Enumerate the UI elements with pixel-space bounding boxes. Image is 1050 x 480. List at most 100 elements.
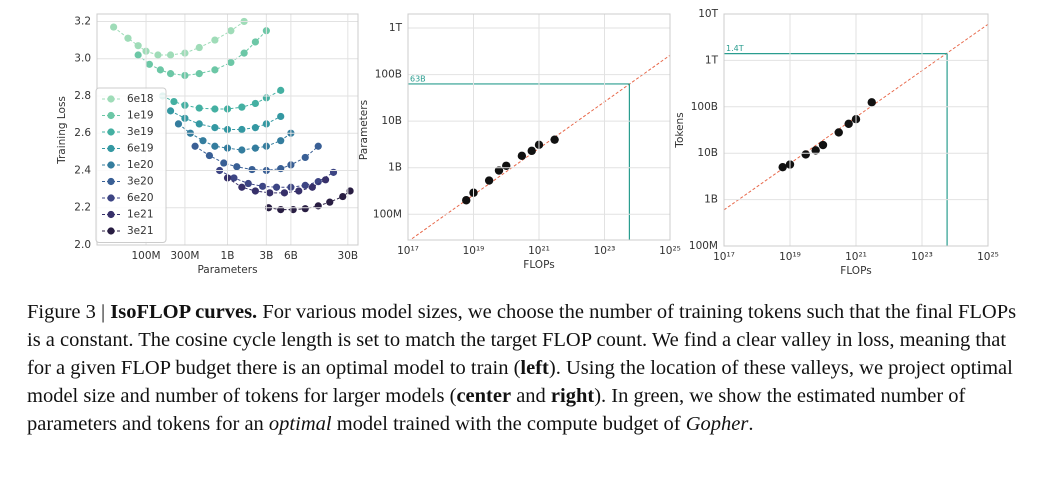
point [801,150,810,159]
point [259,182,267,190]
fit-curve [178,123,292,151]
point [211,124,219,132]
point [191,142,199,150]
point [301,205,309,213]
point [174,120,183,128]
point [818,140,828,150]
annotation-label: 63B [410,74,426,83]
point [778,162,787,172]
x-tick-label: 100M [131,250,160,262]
point [238,103,246,111]
y-tick-label: 1B [704,194,718,206]
point [134,51,142,59]
legend-label: 3e20 [127,176,154,188]
point [238,125,246,134]
point [211,66,219,74]
point [462,196,471,205]
caption-segment: ). In green, we show the estimated numbe… [27,385,966,435]
point [166,107,175,115]
point [834,128,843,137]
fit-curve [162,89,281,110]
point [170,97,178,106]
legend-marker [107,95,115,103]
point [314,202,322,210]
legend-label: 3e19 [127,126,154,138]
caption-segment: center [456,385,512,407]
x-tick-label: 6B [284,250,298,262]
y-tick-label: 100B [375,69,402,81]
plot-frame [723,13,989,247]
caption-segment: ). Using the location of these valleys, … [27,357,1013,407]
legend-label: 6e19 [127,143,154,155]
legend-marker [107,144,115,153]
point [233,163,241,171]
point [134,42,142,50]
point [238,146,246,154]
point [277,86,285,94]
point [277,112,285,121]
x-tick-label: 10²¹ [528,245,550,257]
fit-curve [113,21,245,56]
point [205,151,214,160]
x-axis-label: Parameters [197,264,257,276]
point [110,23,118,31]
point [272,183,281,191]
caption-segment: Figure 3 | [27,301,111,323]
point [166,51,175,59]
legend-label: 1e20 [127,159,154,171]
caption-segment: optimal [268,413,332,435]
point [251,144,259,152]
point [811,146,820,155]
point [227,27,235,35]
point [280,189,289,197]
point [326,198,334,206]
legend-marker [107,210,115,219]
legend-box [95,87,167,243]
point [266,189,274,197]
x-tick-label: 10¹⁷ [397,245,419,257]
x-tick-label: 3B [259,250,273,262]
point [145,60,154,68]
point [484,176,494,185]
x-tick-label: 30B [338,250,359,262]
point [238,183,246,191]
point [329,168,338,176]
point [240,49,248,57]
point [195,70,203,78]
caption-segment: and [511,385,551,407]
y-tick-label: 1B [388,162,402,174]
point [321,176,330,184]
caption-segment: For various model sizes, we choose the n… [27,301,1017,379]
x-tick-label: 10²⁵ [659,245,681,257]
x-tick-label: 1B [221,250,235,262]
point [195,120,203,128]
y-tick-label: 100B [691,101,718,113]
x-axis-label: FLOPs [523,259,554,271]
caption-segment: Gopher [685,413,749,435]
plot-frame [407,13,671,241]
point [220,159,228,167]
y-tick-label: 3.0 [74,53,91,65]
legend-label: 1e19 [127,110,154,122]
point [339,192,347,201]
point [314,142,322,150]
figure: 100M 300M 1B 3B 6B 30B 2.0 2.2 2.4 2.6 2.8 3.0 3.2 Pa… [56,8,999,277]
x-tick-label: 300M [170,250,199,262]
point [550,135,559,144]
annotation-label: 1.4T [726,44,744,53]
point [277,206,285,214]
y-tick-label: 10B [381,115,402,127]
legend-marker [107,177,115,186]
y-tick-label: 2.8 [74,90,91,102]
point [308,183,316,191]
legend-marker [107,194,115,202]
point [211,142,219,150]
x-tick-label: 10²³ [594,245,616,257]
caption-segment: IsoFLOP curves. [110,301,258,323]
point [502,161,511,170]
legend-label: 6e20 [127,192,154,204]
point [251,99,259,108]
point [156,66,164,74]
legend-marker [107,227,115,235]
